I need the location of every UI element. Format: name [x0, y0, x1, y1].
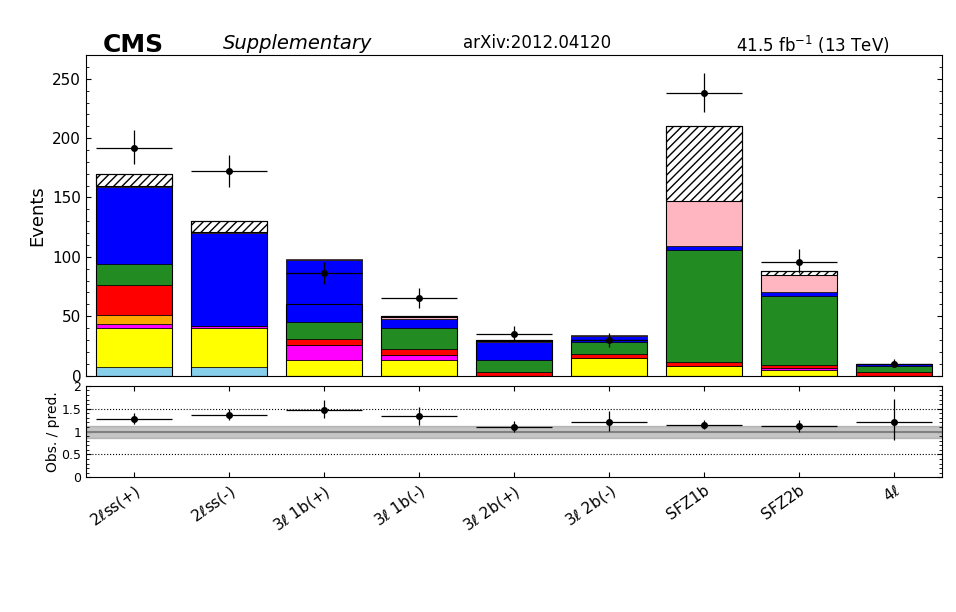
Bar [286, 260, 361, 322]
Bar [761, 296, 837, 365]
Bar [476, 372, 552, 376]
Text: arXiv:2012.04120: arXiv:2012.04120 [463, 34, 611, 51]
Bar [571, 337, 647, 342]
Bar [571, 340, 647, 376]
Bar [96, 367, 171, 376]
Bar [86, 425, 942, 438]
Text: 41.5 fb$^{-1}$ (13 TeV): 41.5 fb$^{-1}$ (13 TeV) [736, 34, 890, 56]
Bar [286, 360, 361, 376]
Bar [666, 201, 742, 246]
Bar [666, 246, 742, 250]
Bar [856, 364, 932, 366]
Bar [190, 326, 267, 328]
Bar [380, 316, 457, 318]
Text: Supplementary: Supplementary [223, 34, 372, 53]
Bar [190, 233, 267, 326]
Bar [571, 335, 647, 337]
Bar [380, 349, 457, 356]
Bar [190, 328, 267, 367]
Text: CMS: CMS [103, 32, 164, 57]
Bar [761, 368, 837, 370]
Bar [286, 259, 361, 260]
Bar [96, 264, 171, 285]
Bar [476, 340, 552, 341]
Bar [571, 357, 647, 376]
Bar [856, 372, 932, 376]
Bar [761, 275, 837, 293]
Bar [380, 356, 457, 360]
Bar [190, 232, 267, 233]
Bar [96, 185, 171, 187]
Bar [476, 341, 552, 342]
Bar [380, 328, 457, 349]
Bar [476, 360, 552, 372]
Bar [96, 324, 171, 328]
Bar [761, 293, 837, 296]
Bar [96, 315, 171, 324]
Bar [380, 360, 457, 376]
Bar [666, 250, 742, 362]
Bar [761, 271, 837, 275]
Bar [96, 174, 171, 185]
Bar [856, 366, 932, 372]
Bar [96, 285, 171, 315]
Bar [96, 328, 171, 367]
Bar [476, 342, 552, 360]
Bar [571, 354, 647, 357]
Bar [761, 370, 837, 376]
Bar [666, 126, 742, 201]
Bar [380, 318, 457, 328]
Bar [96, 174, 171, 376]
Bar [571, 342, 647, 354]
Bar [666, 366, 742, 376]
Bar [380, 316, 457, 376]
Bar [761, 365, 837, 368]
Bar [476, 340, 552, 376]
Bar [856, 364, 932, 376]
Bar [286, 338, 361, 345]
Bar [286, 322, 361, 338]
Bar [96, 187, 171, 264]
Y-axis label: Events: Events [29, 185, 47, 245]
Bar [190, 367, 267, 376]
Bar [190, 221, 267, 376]
Y-axis label: Obs. / pred.: Obs. / pred. [46, 391, 60, 472]
Bar [761, 271, 837, 376]
Bar [190, 221, 267, 232]
Bar [286, 304, 361, 376]
Bar [286, 345, 361, 360]
Bar [666, 362, 742, 366]
Bar [666, 126, 742, 376]
